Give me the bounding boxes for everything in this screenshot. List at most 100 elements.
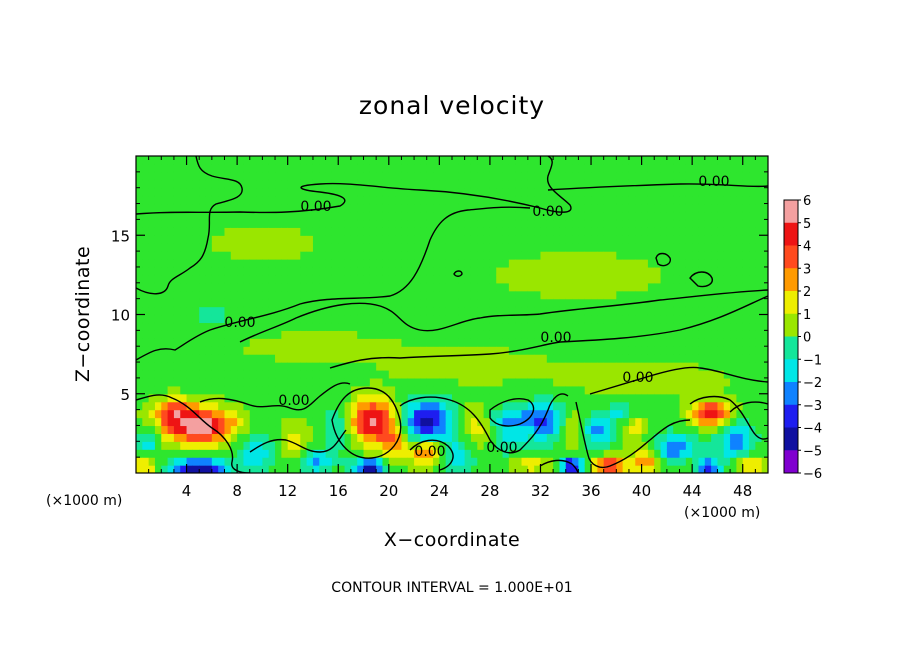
heatmap-cell bbox=[666, 211, 674, 221]
heatmap-cell bbox=[647, 314, 655, 324]
heatmap-cell bbox=[414, 362, 421, 371]
heatmap-cell bbox=[496, 290, 504, 300]
heatmap-cell bbox=[167, 235, 175, 244]
heatmap-cell bbox=[445, 156, 453, 165]
heatmap-cell bbox=[401, 417, 409, 427]
heatmap-cell bbox=[211, 227, 219, 236]
heatmap-cell bbox=[717, 195, 725, 205]
heatmap-cell bbox=[249, 235, 257, 244]
heatmap-cell bbox=[572, 401, 579, 411]
heatmap-cell bbox=[275, 338, 282, 347]
heatmap-cell bbox=[426, 330, 434, 339]
heatmap-cell bbox=[357, 369, 365, 379]
heatmap-cell bbox=[515, 211, 523, 221]
heatmap-cell bbox=[698, 203, 706, 213]
heatmap-cell bbox=[521, 369, 529, 379]
heatmap-cell bbox=[666, 393, 674, 403]
heatmap-cell bbox=[338, 417, 346, 427]
heatmap-cell bbox=[559, 417, 567, 427]
heatmap-cell bbox=[641, 266, 649, 276]
heatmap-cell bbox=[742, 362, 750, 371]
heatmap-cell bbox=[464, 409, 472, 419]
heatmap-cell bbox=[452, 290, 459, 300]
heatmap-cell bbox=[268, 290, 276, 300]
heatmap-cell bbox=[180, 298, 188, 308]
heatmap-cell bbox=[704, 227, 712, 236]
heatmap-cell bbox=[647, 306, 655, 316]
heatmap-cell bbox=[546, 203, 554, 213]
heatmap-cell bbox=[489, 259, 497, 268]
heatmap-cell bbox=[350, 187, 358, 197]
heatmap-cell bbox=[433, 346, 440, 355]
heatmap-cell bbox=[395, 322, 403, 331]
heatmap-cell bbox=[597, 362, 605, 371]
heatmap-cell bbox=[660, 338, 668, 347]
heatmap-cell bbox=[489, 369, 497, 379]
heatmap-cell bbox=[730, 274, 737, 284]
heatmap-cell bbox=[224, 306, 232, 316]
heatmap-cell bbox=[508, 417, 516, 427]
heatmap-cell bbox=[407, 251, 415, 260]
heatmap-cell bbox=[673, 227, 681, 236]
heatmap-cell bbox=[628, 393, 636, 403]
heatmap-cell bbox=[591, 251, 598, 260]
heatmap-cell bbox=[357, 171, 365, 181]
heatmap-cell bbox=[685, 393, 693, 403]
heatmap-cell bbox=[704, 195, 712, 205]
heatmap-cell bbox=[287, 163, 295, 173]
heatmap-cell bbox=[496, 156, 504, 165]
heatmap-cell bbox=[628, 441, 636, 450]
heatmap-cell bbox=[679, 298, 687, 308]
heatmap-cell bbox=[534, 338, 542, 347]
heatmap-cell bbox=[527, 346, 535, 355]
heatmap-cell bbox=[180, 322, 188, 331]
heatmap-cell bbox=[723, 156, 731, 165]
heatmap-cell bbox=[414, 425, 421, 434]
heatmap-cell bbox=[268, 156, 276, 165]
heatmap-cell bbox=[755, 377, 763, 387]
heatmap-cell bbox=[622, 362, 630, 371]
heatmap-cell bbox=[559, 433, 567, 442]
heatmap-cell bbox=[723, 274, 731, 284]
heatmap-cell bbox=[268, 211, 276, 221]
heatmap-cell bbox=[635, 354, 643, 363]
heatmap-cell bbox=[369, 346, 377, 355]
heatmap-cell bbox=[161, 417, 169, 427]
heatmap-cell bbox=[723, 298, 731, 308]
heatmap-cell bbox=[173, 465, 181, 473]
heatmap-cell bbox=[401, 346, 409, 355]
heatmap-cell bbox=[654, 290, 662, 300]
heatmap-cell bbox=[597, 179, 605, 189]
heatmap-cell bbox=[445, 227, 453, 236]
heatmap-cell bbox=[584, 211, 592, 221]
heatmap-cell bbox=[477, 219, 485, 228]
heatmap-cell bbox=[312, 369, 320, 379]
heatmap-cell bbox=[553, 274, 561, 284]
heatmap-cell bbox=[224, 203, 232, 213]
heatmap-cell bbox=[572, 274, 579, 284]
heatmap-cell bbox=[218, 433, 226, 442]
heatmap-cell bbox=[211, 163, 219, 173]
heatmap-cell bbox=[294, 409, 301, 419]
heatmap-cell bbox=[363, 282, 371, 292]
heatmap-cell bbox=[477, 235, 485, 244]
heatmap-cell bbox=[666, 433, 674, 442]
heatmap-cell bbox=[572, 187, 579, 197]
heatmap-cell bbox=[256, 187, 263, 197]
heatmap-cell bbox=[565, 274, 573, 284]
heatmap-cell bbox=[704, 425, 712, 434]
heatmap-cell bbox=[395, 219, 403, 228]
heatmap-cell bbox=[458, 314, 466, 324]
heatmap-cell bbox=[439, 179, 447, 189]
heatmap-cell bbox=[230, 235, 238, 244]
heatmap-cell bbox=[237, 156, 245, 165]
heatmap-cell bbox=[692, 346, 700, 355]
heatmap-cell bbox=[414, 156, 421, 165]
heatmap-cell bbox=[344, 354, 352, 363]
heatmap-cell bbox=[610, 282, 617, 292]
heatmap-cell bbox=[610, 235, 617, 244]
heatmap-cell bbox=[319, 322, 327, 331]
heatmap-cell bbox=[483, 417, 491, 427]
heatmap-cell bbox=[692, 369, 700, 379]
heatmap-cell bbox=[521, 362, 529, 371]
